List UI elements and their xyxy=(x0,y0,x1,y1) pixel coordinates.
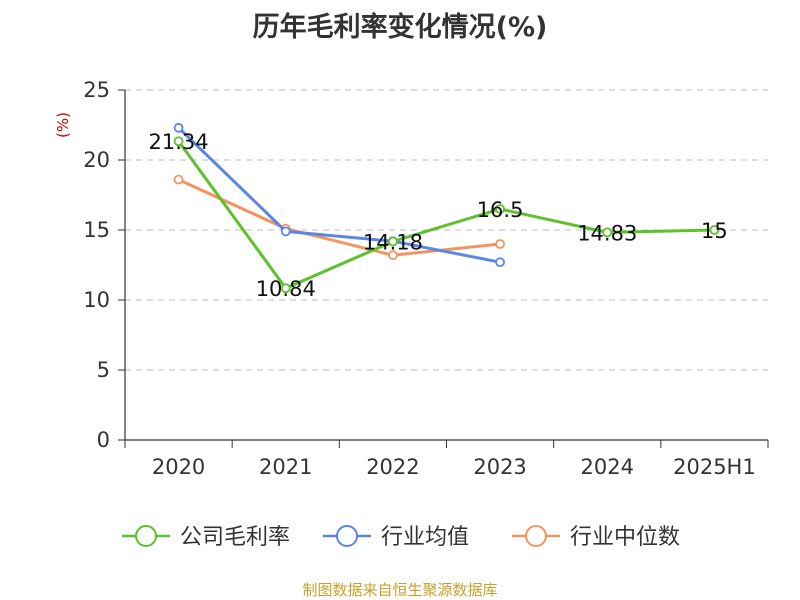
y-unit-label: (%) xyxy=(54,112,72,138)
data-label: 15 xyxy=(701,219,728,243)
data-point xyxy=(173,136,184,147)
data-label: 21.34 xyxy=(149,130,209,154)
data-point xyxy=(495,239,505,249)
y-tick-label: 10 xyxy=(83,288,110,312)
legend-marker xyxy=(336,525,358,547)
data-point xyxy=(173,174,184,185)
x-tick-label: 2024 xyxy=(581,455,634,479)
series-line xyxy=(177,140,715,290)
x-tick-label: 2023 xyxy=(473,455,526,479)
y-tick-label: 0 xyxy=(97,428,110,452)
data-point xyxy=(495,257,505,268)
data-label: 10.84 xyxy=(256,277,316,301)
legend-label: 行业均值 xyxy=(381,525,469,550)
x-tick-label: 2025H1 xyxy=(673,455,756,479)
x-tick-label: 2021 xyxy=(259,455,312,479)
series-line xyxy=(177,126,501,264)
legend-label: 公司毛利率 xyxy=(180,525,290,550)
axes: 0 5 10 15 20 25 2020 2021 2022 2023 2024 2025H1 (%) xyxy=(54,78,769,479)
series-lines xyxy=(173,122,720,294)
y-tick-label: 25 xyxy=(83,78,110,102)
legend-marker xyxy=(135,525,157,547)
y-tick-label: 20 xyxy=(83,148,110,172)
data-label: 14.18 xyxy=(363,230,423,254)
series-line xyxy=(177,178,501,257)
x-tick-label: 2020 xyxy=(152,455,205,479)
data-point xyxy=(280,226,291,237)
data-labels: 21.34 10.84 14.18 16.5 14.83 15 xyxy=(149,130,728,301)
data-point xyxy=(388,236,398,247)
x-tick-label: 2022 xyxy=(366,455,419,479)
data-point xyxy=(495,204,505,214)
legend-marker xyxy=(525,525,547,547)
y-tick-label: 5 xyxy=(97,358,110,382)
legend: 公司毛利率 行业均值 行业中位数 xyxy=(122,525,680,550)
data-label: 16.5 xyxy=(477,198,524,222)
data-point xyxy=(280,283,291,294)
legend-label: 行业中位数 xyxy=(570,525,680,550)
data-point xyxy=(388,250,398,261)
data-point xyxy=(709,225,720,235)
source-note: 制图数据来自恒生聚源数据库 xyxy=(302,581,498,599)
data-point xyxy=(173,122,184,133)
data-point xyxy=(602,227,613,238)
chart-title: 历年毛利率变化情况(%) xyxy=(252,12,548,43)
data-label: 14.83 xyxy=(577,221,637,245)
y-tick-label: 15 xyxy=(83,218,110,242)
grid-lines xyxy=(125,89,768,371)
